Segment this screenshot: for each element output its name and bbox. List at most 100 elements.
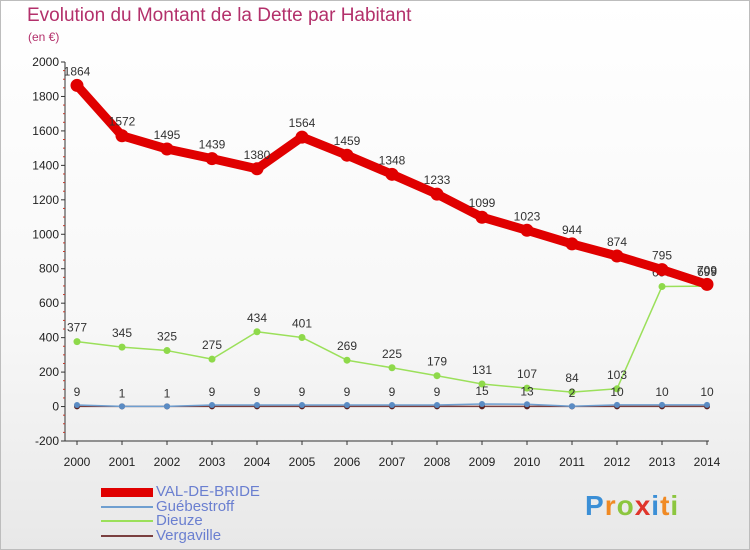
data-point-val-de-bride: [160, 142, 174, 156]
data-label-val-de-bride: 795: [652, 249, 672, 263]
x-tick-label: 2007: [379, 455, 406, 469]
data-label-val-de-bride: 1459: [334, 134, 361, 148]
data-label-dieuze: 103: [607, 368, 627, 382]
data-label-dieuze: 377: [67, 321, 87, 335]
y-tick-label: 200: [39, 365, 59, 379]
y-tick-label: 800: [39, 262, 59, 276]
data-point-val-de-bride: [385, 167, 399, 181]
legend-swatch-vergaville: [101, 534, 153, 537]
y-tick-label: 400: [39, 331, 59, 345]
data-point-val-de-bride: [250, 162, 264, 176]
data-point-dieuze: [523, 384, 531, 392]
logo-letter: t: [660, 490, 671, 521]
data-point-val-de-bride: [430, 187, 444, 201]
legend-item[interactable]: Vergaville: [101, 526, 260, 544]
data-point-dieuze: [118, 343, 126, 351]
y-tick-label: 600: [39, 296, 59, 310]
data-point-gu-bestroff: [254, 401, 260, 408]
data-label-gu-bestroff: 9: [209, 385, 216, 399]
x-tick-label: 2006: [334, 455, 361, 469]
data-point-dieuze: [568, 388, 576, 396]
data-point-gu-bestroff: [614, 401, 620, 408]
logo-letter: r: [604, 490, 617, 521]
y-tick-label: 2000: [32, 55, 59, 69]
y-tick-label: 1200: [32, 193, 59, 207]
legend-swatch-guebestroff: [101, 505, 153, 508]
data-point-gu-bestroff: [569, 403, 575, 410]
x-tick-label: 2013: [649, 455, 676, 469]
data-label-dieuze: 275: [202, 338, 222, 352]
data-point-dieuze: [658, 282, 666, 290]
data-label-dieuze: 225: [382, 347, 402, 361]
data-point-val-de-bride: [610, 249, 624, 263]
x-tick-label: 2002: [154, 455, 181, 469]
data-point-dieuze: [163, 347, 171, 355]
logo-letter: x: [634, 490, 652, 521]
y-tick-label: 0: [52, 400, 59, 414]
data-point-val-de-bride: [205, 152, 219, 166]
legend-swatch-dieuze: [101, 520, 153, 523]
data-point-gu-bestroff: [164, 403, 170, 410]
data-label-val-de-bride: 1380: [244, 148, 271, 162]
data-point-val-de-bride: [655, 263, 669, 277]
legend-label: Vergaville: [156, 526, 222, 544]
data-label-gu-bestroff: 2: [569, 386, 576, 400]
data-label-val-de-bride: 1572: [109, 115, 136, 129]
data-label-gu-bestroff: 1: [119, 386, 126, 400]
x-tick-label: 2010: [514, 455, 541, 469]
legend-item[interactable]: Guébestroff: [101, 497, 260, 515]
data-label-val-de-bride: 1099: [469, 196, 496, 210]
data-point-dieuze: [478, 380, 486, 388]
data-label-gu-bestroff: 9: [299, 385, 306, 399]
data-label-dieuze: 401: [292, 316, 312, 330]
data-label-dieuze: 131: [472, 363, 492, 377]
data-label-dieuze: 84: [565, 371, 579, 385]
logo-letter: i: [651, 490, 661, 521]
data-point-gu-bestroff: [344, 401, 350, 408]
data-point-dieuze: [208, 355, 216, 363]
data-point-gu-bestroff: [524, 401, 530, 408]
data-point-val-de-bride: [475, 210, 489, 224]
legend-label: Guébestroff: [156, 497, 235, 515]
data-point-gu-bestroff: [659, 401, 665, 408]
data-label-val-de-bride: 1233: [424, 173, 451, 187]
data-point-gu-bestroff: [434, 401, 440, 408]
proxiti-logo: Proxiti: [585, 490, 679, 522]
data-point-dieuze: [343, 356, 351, 364]
data-label-val-de-bride: 944: [562, 223, 582, 237]
data-label-gu-bestroff: 13: [520, 384, 534, 398]
x-tick-label: 2009: [469, 455, 496, 469]
legend-item[interactable]: VAL-DE-BRIDE: [101, 484, 260, 500]
data-label-val-de-bride: 1348: [379, 153, 406, 167]
data-label-gu-bestroff: 9: [389, 385, 396, 399]
data-label-val-de-bride: 1023: [514, 209, 541, 223]
legend: VAL-DE-BRIDE Guébestroff Dieuze Vergavil…: [101, 484, 260, 544]
y-tick-label: 1800: [32, 89, 59, 103]
data-label-gu-bestroff: 15: [475, 384, 489, 398]
data-label-gu-bestroff: 10: [655, 385, 669, 399]
data-label-val-de-bride: 874: [607, 235, 627, 249]
data-label-val-de-bride: 1495: [154, 128, 181, 142]
data-point-gu-bestroff: [209, 401, 215, 408]
x-tick-label: 2004: [244, 455, 271, 469]
data-point-dieuze: [613, 385, 621, 393]
data-point-gu-bestroff: [119, 403, 125, 410]
data-label-dieuze: 179: [427, 355, 447, 369]
y-tick-label: 1400: [32, 158, 59, 172]
data-label-val-de-bride: 709: [697, 263, 717, 277]
data-label-dieuze: 345: [112, 326, 132, 340]
data-point-gu-bestroff: [299, 401, 305, 408]
data-point-val-de-bride: [115, 129, 129, 143]
y-tick-label: 1000: [32, 227, 59, 241]
legend-item[interactable]: Dieuze: [101, 513, 260, 529]
x-tick-label: 2014: [694, 455, 721, 469]
data-label-dieuze: 107: [517, 367, 537, 381]
data-point-val-de-bride: [295, 130, 309, 144]
logo-letter: o: [616, 490, 635, 521]
data-label-val-de-bride: 1864: [64, 64, 91, 78]
data-label-dieuze: 434: [247, 311, 267, 325]
data-label-val-de-bride: 1439: [199, 138, 226, 152]
x-tick-label: 2012: [604, 455, 631, 469]
